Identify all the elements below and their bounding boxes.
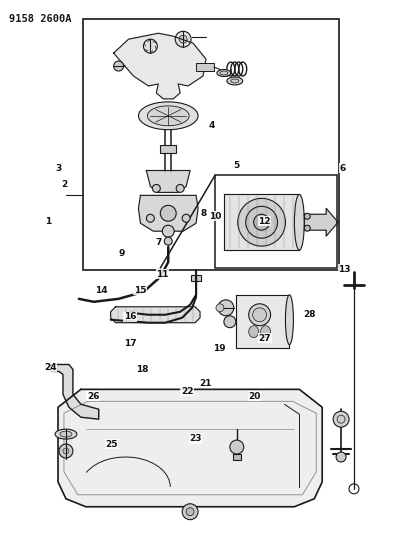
Ellipse shape [227,77,243,85]
Text: 4: 4 [208,122,215,131]
Polygon shape [139,196,198,231]
Ellipse shape [253,308,267,322]
Polygon shape [111,307,200,322]
Text: 2: 2 [62,180,68,189]
Ellipse shape [148,106,189,126]
Text: 18: 18 [136,366,148,374]
Text: 20: 20 [248,392,261,401]
Ellipse shape [139,102,198,130]
Bar [233,454,241,460]
Text: 27: 27 [259,334,271,343]
Text: 11: 11 [157,270,169,279]
Text: 28: 28 [303,310,316,319]
Circle shape [175,31,191,47]
Circle shape [146,214,155,222]
Ellipse shape [231,79,239,83]
Circle shape [182,504,198,520]
Ellipse shape [261,326,270,337]
Ellipse shape [60,431,72,437]
Bar [196,63,214,71]
Text: 12: 12 [259,217,271,226]
Circle shape [182,214,190,222]
Polygon shape [304,208,338,236]
Circle shape [333,411,349,427]
Text: 17: 17 [124,339,136,348]
Text: 24: 24 [44,363,57,372]
Circle shape [238,198,286,246]
Circle shape [113,61,124,71]
Circle shape [254,214,270,230]
Polygon shape [113,33,206,99]
Text: 9158 2600A: 9158 2600A [9,14,72,25]
Circle shape [160,205,176,221]
Circle shape [224,316,236,328]
Text: 21: 21 [199,378,212,387]
Circle shape [164,237,172,245]
Circle shape [59,444,73,458]
Ellipse shape [249,304,270,326]
Text: 13: 13 [338,265,351,273]
Text: 5: 5 [233,161,239,170]
Polygon shape [224,195,299,250]
Text: 15: 15 [134,286,146,295]
Ellipse shape [249,326,259,337]
Bar [83,19,339,270]
Text: 9: 9 [119,249,125,258]
Circle shape [186,508,194,516]
Text: 8: 8 [200,209,207,218]
Polygon shape [146,171,190,192]
Text: 14: 14 [95,286,108,295]
Polygon shape [58,389,322,507]
Circle shape [218,300,234,316]
Bar [160,144,176,152]
Ellipse shape [55,429,77,439]
Circle shape [337,415,345,423]
Circle shape [336,452,346,462]
Circle shape [216,304,224,312]
Text: 23: 23 [189,434,201,443]
Circle shape [304,225,310,231]
Ellipse shape [286,295,293,345]
Text: 7: 7 [155,238,162,247]
Circle shape [143,39,157,53]
Text: 10: 10 [210,212,222,221]
Circle shape [179,35,187,43]
Polygon shape [51,365,99,419]
Text: 16: 16 [124,312,136,321]
Text: 6: 6 [339,164,345,173]
Circle shape [152,184,160,192]
Ellipse shape [220,71,228,75]
Text: 3: 3 [55,164,62,173]
Circle shape [230,440,244,454]
Text: 22: 22 [181,386,194,395]
Ellipse shape [217,69,231,77]
Ellipse shape [294,195,304,250]
Text: 26: 26 [87,392,99,401]
Polygon shape [236,295,289,348]
Text: 19: 19 [213,344,226,353]
Circle shape [176,184,184,192]
Circle shape [63,448,69,454]
Circle shape [304,213,310,219]
Circle shape [246,206,277,238]
Bar [191,275,201,281]
Circle shape [162,225,174,237]
Bar [215,175,337,268]
Text: 25: 25 [105,440,118,449]
Text: 1: 1 [45,217,51,226]
